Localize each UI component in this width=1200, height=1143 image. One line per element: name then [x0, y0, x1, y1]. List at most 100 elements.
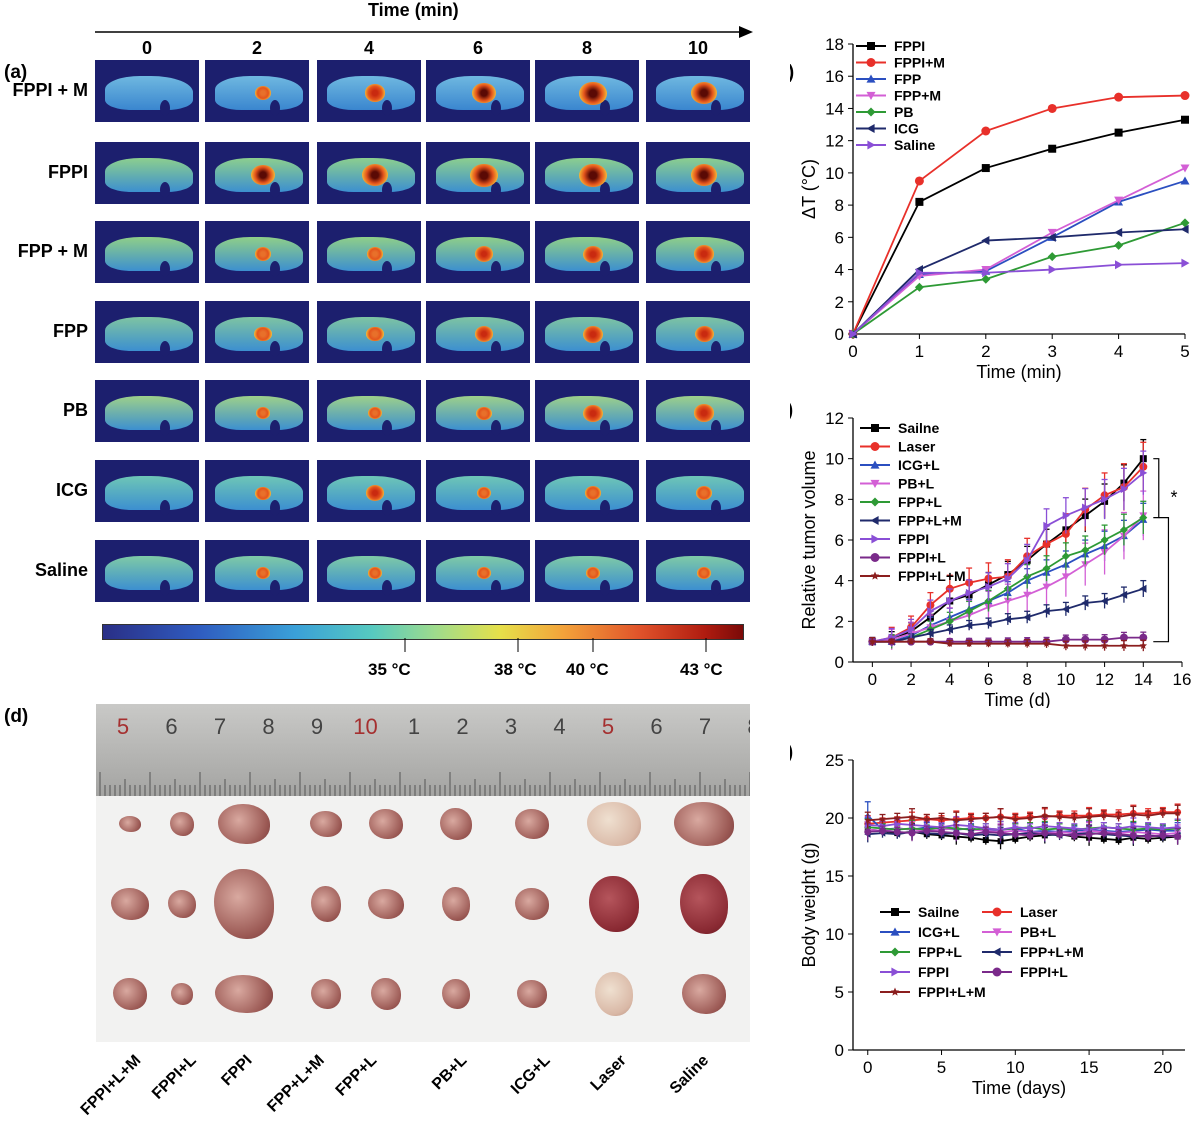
series-fpp — [848, 176, 1190, 338]
marker-triangle — [1081, 599, 1089, 608]
legend-label: ICG+L — [918, 924, 960, 940]
legend-label: FPPI+L — [1020, 964, 1068, 980]
marker-triangle — [946, 597, 954, 605]
ruler-number: 6 — [650, 714, 663, 739]
legend-item: ICG+L — [880, 924, 960, 940]
marker-star — [982, 814, 990, 821]
panel-label: (c) — [790, 400, 793, 421]
marker-triangle — [1048, 265, 1057, 275]
legend-label: PB+L — [1020, 924, 1057, 940]
marker-triangle — [1114, 228, 1123, 237]
y-tick-label: 0 — [835, 325, 844, 344]
marker-star — [887, 637, 896, 645]
y-tick-label: 5 — [835, 983, 844, 1002]
thermal-image — [426, 142, 530, 204]
legend-item: Laser — [982, 904, 1058, 920]
marker-triangle — [1042, 607, 1050, 616]
legend-label: PB+L — [898, 476, 935, 492]
tumor-sample — [311, 886, 341, 922]
tumor-sample — [310, 811, 342, 837]
marker-triangle — [866, 74, 876, 83]
marker-circle — [997, 829, 1005, 837]
legend-item: FPP+L+M — [860, 513, 962, 529]
legend-label: FPP+L+M — [898, 513, 962, 529]
marker-triangle — [871, 534, 880, 544]
thermal-image — [535, 221, 639, 283]
marker-circle — [870, 442, 880, 451]
legend-item: FPP — [856, 71, 921, 87]
series-line — [852, 228, 1186, 335]
x-tick-label: 12 — [1095, 670, 1114, 689]
y-tick-label: 4 — [835, 261, 844, 280]
marker-triangle — [1004, 574, 1012, 583]
time-col-label: 6 — [472, 38, 483, 58]
marker-square — [1048, 144, 1057, 153]
marker-triangle — [965, 621, 973, 630]
time-col-label: 8 — [581, 38, 592, 58]
marker-star — [965, 639, 973, 647]
marker-triangle — [982, 268, 991, 278]
marker-triangle — [894, 820, 901, 828]
tumor-sample — [680, 874, 728, 934]
marker-triangle — [1061, 573, 1070, 581]
x-tick-label: 6 — [984, 670, 993, 689]
thermal-image — [95, 60, 199, 122]
marker-diamond — [866, 107, 876, 117]
colorbar-label-35: 35 °C — [368, 660, 411, 679]
y-tick-label: 25 — [825, 751, 844, 770]
ruler-number: 7 — [698, 714, 712, 739]
marker-circle — [1047, 103, 1057, 113]
marker-diamond — [984, 597, 993, 605]
thermal-image — [646, 60, 750, 122]
marker-triangle — [1003, 615, 1012, 624]
sample-row-label: PB — [62, 400, 88, 420]
legend-label: FPPI+L+M — [918, 984, 986, 1000]
thermal-image — [646, 380, 750, 442]
thermal-image — [646, 540, 750, 602]
tumor-sample — [170, 812, 194, 836]
marker-triangle — [1023, 591, 1032, 599]
legend-label: Laser — [898, 439, 936, 455]
tumor-sample — [311, 979, 341, 1009]
x-tick-label: 8 — [1022, 670, 1031, 689]
marker-circle — [914, 176, 924, 186]
marker-circle — [1041, 829, 1049, 837]
thermal-image — [426, 221, 530, 283]
ruler-number: 4 — [553, 714, 566, 739]
y-tick-label: 20 — [825, 809, 844, 828]
marker-star — [923, 815, 931, 822]
thermal-image — [205, 142, 309, 204]
series-fppi-l-m — [864, 804, 1181, 829]
legend-item: ICG — [856, 121, 919, 137]
tumor-sample — [442, 887, 470, 921]
marker-star — [1071, 814, 1078, 821]
marker-diamond — [945, 617, 954, 626]
marker-star — [1012, 815, 1019, 822]
series-fppi-l-m — [868, 636, 1148, 652]
marker-star — [938, 814, 945, 821]
thermal-image — [317, 301, 421, 363]
marker-square — [1100, 835, 1107, 842]
marker-diamond — [1119, 525, 1128, 534]
marker-triangle — [1081, 561, 1090, 569]
marker-circle — [952, 829, 960, 837]
y-tick-label: 2 — [835, 612, 844, 631]
x-tick-label: 2 — [981, 342, 990, 361]
ruler-ticks — [99, 772, 750, 796]
group-label: FPP+L+M — [264, 1052, 329, 1116]
x-tick-label: 5 — [1180, 342, 1189, 361]
y-axis-label: Relative tumor volume — [799, 450, 819, 629]
thermal-image — [646, 142, 750, 204]
legend-label: FPPI — [894, 38, 925, 54]
thermal-image — [95, 380, 199, 442]
panel-d-label: (d) — [4, 706, 29, 727]
tumor-sample — [113, 978, 147, 1010]
tumor-sample — [168, 890, 196, 918]
series-line — [852, 118, 1186, 335]
tumor-sample — [442, 979, 470, 1009]
thermal-image — [205, 460, 309, 522]
colorbar-label-40: 40 °C — [566, 660, 609, 679]
thermal-image — [95, 540, 199, 602]
